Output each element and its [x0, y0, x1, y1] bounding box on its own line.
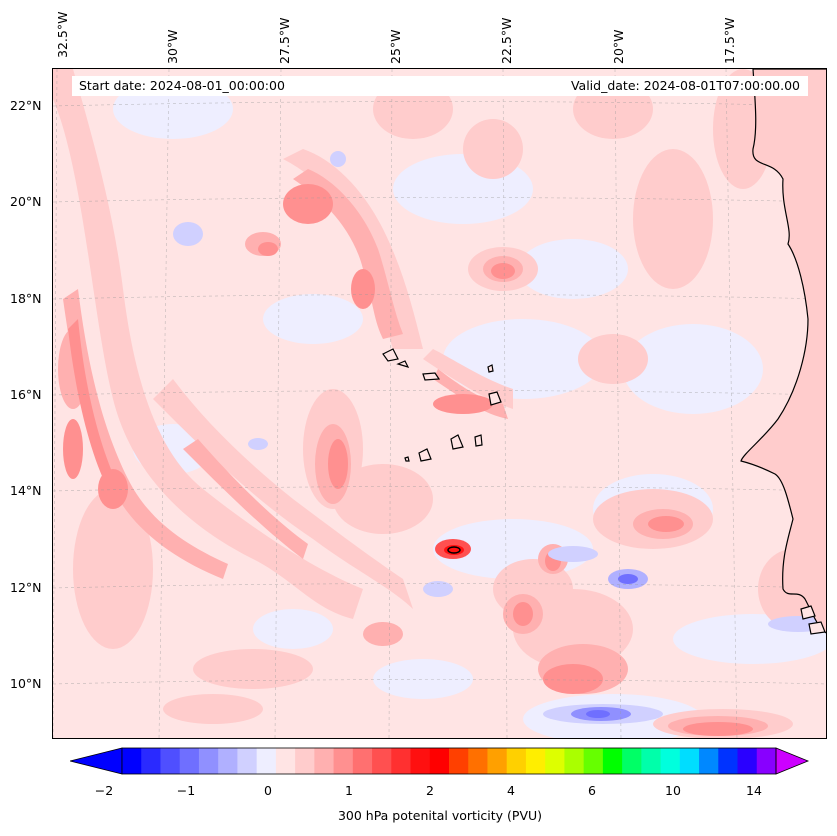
colorbar-segment	[218, 748, 239, 774]
colorbar-segment	[602, 748, 623, 774]
colorbar-segment	[506, 748, 527, 774]
lat-label-10n: 10°N	[10, 676, 42, 691]
colorbar-segment	[122, 748, 142, 774]
pv-map	[52, 68, 827, 739]
lon-label-25w: 25°W	[388, 29, 403, 64]
graticule	[53, 69, 826, 738]
negative-pv-spots	[173, 151, 826, 724]
colorbar-segment	[160, 748, 181, 774]
colorbar-segment	[564, 748, 585, 774]
colorbar-segment	[641, 748, 662, 774]
colorbar	[70, 747, 810, 775]
lon-label-20w: 20°W	[611, 29, 626, 64]
coastlines	[382, 69, 826, 635]
colorbar-segment	[449, 748, 469, 774]
colorbar-segment	[718, 748, 739, 774]
colorbar-tick-2: 2	[426, 783, 434, 798]
colorbar-segment	[429, 748, 450, 774]
colorbar-max-extend	[775, 747, 810, 775]
colorbar-segment	[468, 748, 489, 774]
lat-label-12n: 12°N	[10, 580, 42, 595]
colorbar-segment	[275, 748, 296, 774]
colorbar-segment	[333, 748, 354, 774]
colorbar-tick-0: 0	[264, 783, 272, 798]
lat-label-18n: 18°N	[10, 291, 42, 306]
pv-maximum	[435, 539, 471, 559]
colorbar-segment	[487, 748, 508, 774]
pv-field	[53, 69, 826, 738]
colorbar-segment	[372, 748, 392, 774]
lon-label-17-5w: 17.5°W	[722, 17, 737, 64]
colorbar-segment	[660, 748, 681, 774]
colorbar-segment	[583, 748, 604, 774]
colorbar-segment	[756, 748, 777, 774]
colorbar-segment	[295, 748, 315, 774]
colorbar-segment	[352, 748, 373, 774]
colorbar-segment	[237, 748, 258, 774]
colorbar-segment	[198, 748, 219, 774]
colorbar-segment	[545, 748, 566, 774]
colorbar-border	[121, 747, 777, 775]
colorbar-segment	[179, 748, 200, 774]
colorbar-min-extend	[70, 747, 123, 775]
colorbar-label: 300 hPa potenital vorticity (PVU)	[337, 808, 543, 823]
colorbar-segment	[141, 748, 162, 774]
colorbar-tick-neg1: −1	[176, 783, 196, 798]
lat-label-14n: 14°N	[10, 483, 42, 498]
lat-label-22n: 22°N	[10, 98, 42, 113]
colorbar-tick-4: 4	[507, 783, 515, 798]
colorbar-tick-1: 1	[345, 783, 353, 798]
colorbar-tick-neg2: −2	[94, 783, 114, 798]
colorbar-segment	[256, 748, 277, 774]
lat-label-16n: 16°N	[10, 387, 42, 402]
start-date-label: Start date: 2024-08-01_00:00:00	[79, 78, 285, 93]
lon-label-30w: 30°W	[165, 29, 180, 64]
colorbar-segment	[314, 748, 335, 774]
title-bar: Start date: 2024-08-01_00:00:00 Valid_da…	[72, 76, 808, 96]
colorbar-tick-6: 6	[588, 783, 596, 798]
lon-label-32-5w: 32.5°W	[55, 11, 70, 58]
lon-label-27-5w: 27.5°W	[277, 17, 292, 64]
lon-label-22-5w: 22.5°W	[499, 17, 514, 64]
colorbar-segment	[679, 748, 700, 774]
colorbar-segment	[737, 748, 758, 774]
colorbar-segment	[622, 748, 642, 774]
red-bands	[63, 184, 753, 736]
valid-date-label: Valid_date: 2024-08-01T07:00:00.00	[570, 78, 800, 93]
colorbar-segment	[391, 748, 412, 774]
lat-label-20n: 20°N	[10, 194, 42, 209]
colorbar-segment	[699, 748, 719, 774]
colorbar-segment	[525, 748, 546, 774]
colorbar-tick-10: 10	[665, 783, 681, 798]
colorbar-tick-14: 14	[746, 783, 762, 798]
colorbar-segment	[410, 748, 431, 774]
